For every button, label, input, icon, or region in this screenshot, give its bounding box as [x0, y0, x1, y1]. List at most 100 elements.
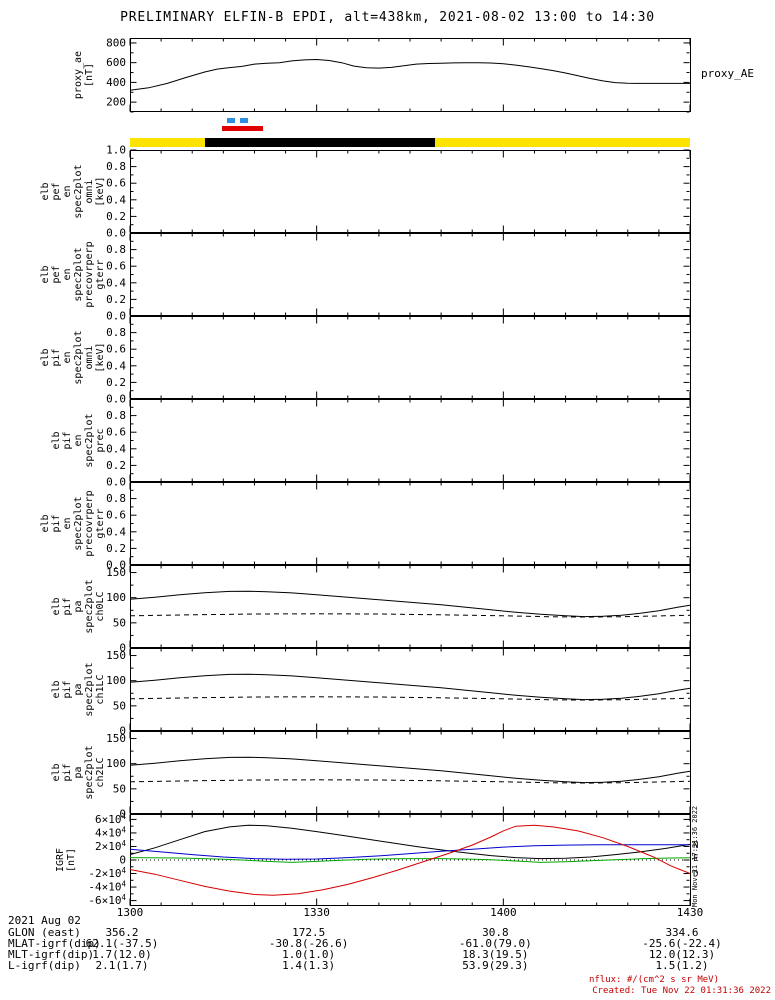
proxy-ae-right-label: proxy_AE	[701, 67, 754, 80]
panel-label-word: pef	[51, 265, 62, 283]
y-tick-label: 100	[106, 674, 126, 687]
y-tick-label: 0.6	[106, 260, 126, 273]
panel-label-word: pa	[73, 766, 84, 778]
panel-label-word: en	[62, 517, 73, 529]
panel-frame	[130, 565, 691, 648]
y-tick-label: 0	[119, 725, 126, 738]
panel-label-word: precovrperp	[84, 490, 95, 556]
panel-label-word: en	[73, 434, 84, 446]
series-loss_cone	[129, 613, 691, 618]
igrf-component-letter: N	[693, 841, 698, 851]
panel-frame	[130, 482, 691, 565]
x-tick-label: 1330	[303, 906, 330, 919]
var-row-value: 172.5	[292, 926, 326, 939]
panel-label-word: elb	[40, 265, 51, 283]
y-tick-label: 0.2	[106, 376, 126, 389]
panel-label-word: pa	[73, 600, 84, 612]
y-tick-label: 6×104	[95, 812, 127, 826]
panel-elb-pif-pa-spec2plot-ch1lc: 150 100 50 0 elb pif pa spec2plot ch1LC	[51, 648, 691, 738]
series-pa_flux	[129, 756, 691, 784]
panel-label-word: [keV]	[95, 176, 106, 206]
coverage-bar-black	[204, 138, 435, 147]
panel-label-word: ch0LC	[95, 591, 106, 621]
panel-label-word: elb	[40, 182, 51, 200]
panel-label-word: pif	[62, 680, 73, 698]
y-tick-label: 150	[106, 732, 126, 745]
x-tick-label: 1300	[116, 906, 144, 919]
y-tick-label: 150	[106, 649, 126, 662]
series-loss_cone	[129, 696, 691, 701]
panel-label-word: omni	[84, 179, 95, 203]
panel-label-word: pif	[62, 763, 73, 781]
panel-label-word: spec2plot	[73, 247, 84, 301]
var-row-value: -61.0(79.0)	[458, 937, 532, 950]
panel-frame	[130, 316, 691, 399]
panel-label-word: pef	[51, 182, 62, 200]
y-tick-label: 0.4	[106, 193, 126, 206]
panel-label-word: elb	[51, 597, 62, 615]
panel-label-word: en	[62, 185, 73, 197]
panel-label-word: spec2plot	[84, 413, 95, 467]
y-tick-label: 0.4	[106, 276, 126, 289]
y-tick-label: 0.2	[106, 459, 126, 472]
y-tick-label: 50	[113, 782, 126, 795]
panel-label-word: spec2plot	[73, 330, 84, 384]
var-row-value: -30.8(-26.6)	[268, 937, 349, 950]
panel-label-word: [nT]	[66, 848, 77, 872]
y-tick-label: 0.6	[106, 343, 126, 356]
panel-frame	[130, 233, 691, 316]
igrf-component-letter: E	[693, 854, 698, 864]
panel-frame	[130, 648, 691, 731]
panel-label-word: ch2LC	[95, 757, 106, 787]
panel-frame	[130, 731, 691, 814]
var-row-value: 53.9(29.3)	[462, 959, 529, 972]
panel-elb-pif-en-spec2plot-prec: 0.8 0.6 0.4 0.2 0.0 elb pif en spec2plot prec	[51, 398, 691, 489]
y-tick-label: 0.6	[106, 509, 126, 522]
panel-label-word: pif	[51, 348, 62, 366]
y-tick-label: 0.6	[106, 426, 126, 439]
panel-label-word: [keV]	[95, 342, 106, 372]
igrf-component-letter: D	[693, 870, 698, 880]
panel-label-word: [nT]	[84, 63, 95, 87]
y-tick-label: 0.4	[106, 359, 126, 372]
panel-elb-pif-en-spec2plot-precovrperp-gterr: 0.8 0.6 0.4 0.2 0.0 elb pif en spec2plot precovrp…	[40, 481, 691, 572]
series-igrf_d	[129, 824, 691, 896]
y-tick-label: 0.8	[106, 243, 126, 256]
var-row-label: GLON (east)	[8, 926, 81, 939]
created-timestamp: Created: Tue Nov 22 01:31:36 2022	[592, 986, 771, 996]
series-igrf_e	[129, 857, 691, 863]
var-row-value: 1.0(1.0)	[282, 948, 336, 961]
panel-proxy-ae: 800 600 400 200 proxy_ae [nT]	[73, 36, 691, 113]
y-tick-label: 0	[119, 854, 126, 867]
var-row-value: 1.5(1.2)	[655, 959, 709, 972]
science-zone-marker-red	[222, 126, 263, 131]
y-tick-label: 0.8	[106, 160, 126, 173]
panel-label-word: spec2plot	[73, 164, 84, 218]
panel-label-word: elb	[51, 431, 62, 449]
panel-label-word: elb	[51, 763, 62, 781]
y-tick-label: 50	[113, 699, 126, 712]
y-tick-label: 0.8	[106, 409, 126, 422]
panel-label-word: ch1LC	[95, 674, 106, 704]
panel-elb-pef-en-spec2plot-omni: 1.0 0.8 0.6 0.4 0.2 0.0 elb pef en spec2plot omni[…	[40, 144, 691, 240]
panel-label-word: precovrperp	[84, 241, 95, 307]
y-tick-label: 150	[106, 566, 126, 579]
plot-title: PRELIMINARY ELFIN-B EPDI, alt=438km, 202…	[120, 10, 655, 25]
y-tick-label: 200	[106, 96, 126, 109]
x-tick-label: 1430	[676, 906, 704, 919]
y-tick-label: -2×104	[88, 866, 126, 880]
y-tick-label: 0.2	[106, 542, 126, 555]
science-zone-marker-blue-1	[227, 118, 236, 123]
panel-label-word: elb	[51, 680, 62, 698]
var-row-value: 12.0(12.3)	[648, 948, 716, 961]
var-row-value: 30.8	[482, 926, 509, 939]
var-row-value: 1.4(1.3)	[282, 959, 336, 972]
var-row-value: 18.3(19.5)	[462, 948, 529, 961]
y-tick-label: 0.0	[106, 310, 126, 323]
series-proxy_ae	[129, 58, 690, 91]
var-row-label: MLAT-igrf(dip)	[8, 937, 101, 950]
panel-label-word: gterr	[95, 508, 106, 538]
series-igrf_n	[129, 844, 690, 860]
